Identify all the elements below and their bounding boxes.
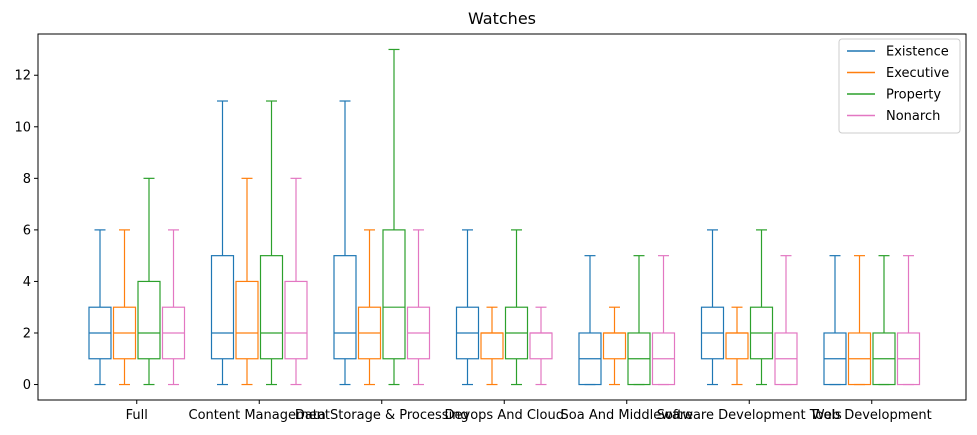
- plot-area: [88, 48, 921, 386]
- box-property-2: [382, 48, 406, 386]
- x-tick-label: Software Development Tools: [657, 408, 842, 423]
- box-executive-2: [357, 229, 382, 386]
- box-body: [725, 332, 749, 360]
- legend-label-executive: Executive: [886, 66, 949, 81]
- box-existence-0: [88, 229, 112, 386]
- y-tick-label: 8: [23, 172, 31, 187]
- box-nonarch-5: [774, 255, 798, 386]
- legend-label-nonarch: Nonarch: [886, 109, 940, 124]
- box-executive-1: [235, 177, 259, 386]
- box-nonarch-6: [896, 255, 921, 386]
- x-tick-label: Devops And Cloud: [445, 408, 564, 423]
- chart-title: Watches: [468, 9, 536, 28]
- box-existence-3: [455, 229, 480, 386]
- box-body: [480, 332, 504, 360]
- box-body: [284, 280, 308, 360]
- box-property-1: [259, 100, 284, 386]
- x-tick-label: Full: [126, 408, 148, 423]
- box-body: [602, 332, 627, 360]
- y-tick-label: 10: [14, 120, 31, 135]
- box-body: [529, 332, 553, 360]
- box-property-0: [137, 177, 161, 386]
- box-nonarch-3: [529, 306, 553, 386]
- y-tick-label: 6: [23, 223, 31, 238]
- box-executive-6: [847, 255, 872, 386]
- box-nonarch-1: [284, 177, 308, 386]
- x-tick-label: Web Development: [812, 408, 932, 423]
- box-property-6: [872, 255, 896, 386]
- y-tick-label: 4: [23, 275, 31, 290]
- box-executive-3: [480, 306, 504, 386]
- y-tick-label: 2: [23, 326, 31, 341]
- box-existence-6: [823, 255, 847, 386]
- box-existence-4: [578, 255, 602, 386]
- x-tick-label: Soa And Middleware: [561, 408, 693, 423]
- y-tick-label: 0: [23, 378, 31, 393]
- box-executive-4: [602, 306, 627, 386]
- box-nonarch-0: [161, 229, 186, 386]
- legend-box: [838, 38, 961, 134]
- y-tick-label: 12: [14, 69, 31, 84]
- box-body: [382, 229, 406, 360]
- box-executive-5: [725, 306, 749, 386]
- box-property-4: [627, 255, 651, 386]
- axes-frame: [37, 33, 967, 401]
- box-existence-2: [333, 100, 357, 386]
- box-existence-1: [210, 100, 235, 386]
- box-body: [333, 255, 357, 360]
- box-body: [137, 280, 161, 360]
- box-nonarch-2: [406, 229, 431, 386]
- legend: Existence Executive Property Nonarch: [838, 38, 961, 134]
- box-body: [259, 255, 284, 360]
- box-property-5: [749, 229, 774, 386]
- box-nonarch-4: [651, 255, 676, 386]
- legend-label-property: Property: [886, 88, 941, 103]
- x-tick-label: Content Management: [189, 408, 330, 423]
- box-property-3: [504, 229, 529, 386]
- box-body: [235, 280, 259, 360]
- box-executive-0: [112, 229, 137, 386]
- legend-label-existence: Existence: [886, 45, 949, 60]
- box-existence-5: [700, 229, 725, 386]
- box-body: [210, 255, 235, 360]
- x-tick-label: Data Storage & Processing: [295, 408, 469, 423]
